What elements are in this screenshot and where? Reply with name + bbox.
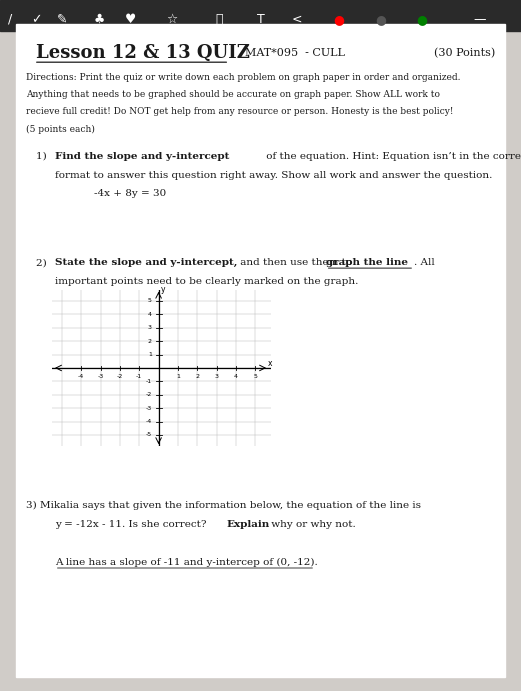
Text: 3) Mikalia says that given the information below, the equation of the line is: 3) Mikalia says that given the informati… xyxy=(26,501,421,510)
Text: x: x xyxy=(268,359,272,368)
Text: Explain: Explain xyxy=(227,520,270,529)
Text: -4: -4 xyxy=(78,374,84,379)
Text: ●: ● xyxy=(417,13,427,26)
Text: 2: 2 xyxy=(195,374,200,379)
Text: -3: -3 xyxy=(97,374,104,379)
Text: ●: ● xyxy=(375,13,386,26)
Text: 4: 4 xyxy=(148,312,152,317)
Text: . All: . All xyxy=(414,258,435,267)
Text: -1: -1 xyxy=(136,374,142,379)
Text: ♥: ♥ xyxy=(125,13,136,26)
Text: why or why not.: why or why not. xyxy=(268,520,356,529)
Text: graph the line: graph the line xyxy=(326,258,407,267)
Text: 3: 3 xyxy=(215,374,219,379)
Text: -4: -4 xyxy=(145,419,152,424)
Text: A line has a slope of -11 and y-intercep of (0, -12).: A line has a slope of -11 and y-intercep… xyxy=(55,558,317,567)
Text: -5: -5 xyxy=(146,433,152,437)
Text: MAT*095  - CULL: MAT*095 - CULL xyxy=(245,48,345,58)
Text: ✓: ✓ xyxy=(31,13,42,26)
Bar xyxy=(0,0,521,31)
Text: Directions: Print the quiz or write down each problem on graph paper in order an: Directions: Print the quiz or write down… xyxy=(26,73,461,82)
Text: Anything that needs to be graphed should be accurate on graph paper. Show ALL wo: Anything that needs to be graphed should… xyxy=(26,90,440,99)
Text: y = -4x + 2: y = -4x + 2 xyxy=(187,305,251,314)
Text: (30 Points): (30 Points) xyxy=(433,48,495,58)
Text: 3: 3 xyxy=(148,325,152,330)
Text: ☆: ☆ xyxy=(166,13,178,26)
Text: of the equation. Hint: Equation isn’t in the correct: of the equation. Hint: Equation isn’t in… xyxy=(263,152,521,161)
Text: (5 points each): (5 points each) xyxy=(26,124,95,133)
Text: -2: -2 xyxy=(117,374,123,379)
Text: ✎: ✎ xyxy=(57,13,68,26)
Text: 2): 2) xyxy=(36,258,51,267)
Text: -2: -2 xyxy=(145,392,152,397)
Text: 5: 5 xyxy=(254,374,257,379)
Text: 1: 1 xyxy=(176,374,180,379)
Text: ⎕: ⎕ xyxy=(215,13,222,26)
Text: —: — xyxy=(473,13,486,26)
Text: format to answer this question right away. Show all work and answer the question: format to answer this question right awa… xyxy=(55,171,492,180)
Text: 1: 1 xyxy=(148,352,152,357)
Text: <: < xyxy=(292,13,302,26)
Text: T: T xyxy=(257,13,264,26)
Text: State the slope and y-intercept,: State the slope and y-intercept, xyxy=(55,258,237,267)
Text: y: y xyxy=(161,285,166,294)
Text: ♣: ♣ xyxy=(93,13,105,26)
Text: Find the slope and y-intercept: Find the slope and y-intercept xyxy=(55,152,229,161)
Text: and then use them to: and then use them to xyxy=(237,258,355,267)
Text: y = -12x - 11. Is she correct?: y = -12x - 11. Is she correct? xyxy=(55,520,209,529)
Text: 2: 2 xyxy=(148,339,152,343)
Text: ●: ● xyxy=(333,13,344,26)
Text: -1: -1 xyxy=(146,379,152,384)
Text: 1): 1) xyxy=(36,152,51,161)
Text: -4x + 8y = 30: -4x + 8y = 30 xyxy=(94,189,166,198)
Text: 4: 4 xyxy=(234,374,238,379)
Text: /: / xyxy=(8,13,13,26)
Text: recieve full credit! Do NOT get help from any resource or person. Honesty is the: recieve full credit! Do NOT get help fro… xyxy=(26,107,453,116)
Text: -3: -3 xyxy=(145,406,152,410)
Text: important points need to be clearly marked on the graph.: important points need to be clearly mark… xyxy=(55,277,358,286)
Text: Lesson 12 & 13 QUIZ: Lesson 12 & 13 QUIZ xyxy=(36,44,251,62)
Text: 5: 5 xyxy=(148,299,152,303)
